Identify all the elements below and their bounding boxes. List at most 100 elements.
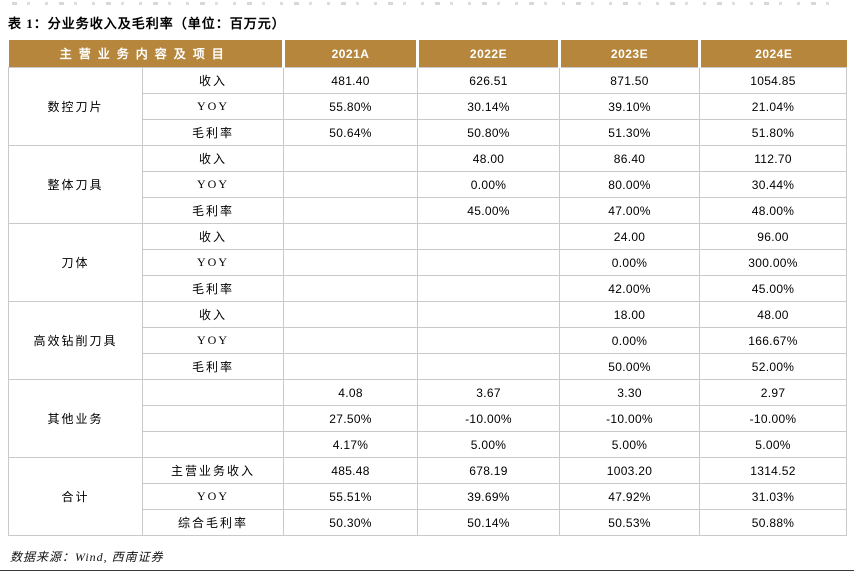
header-business-items: 主营业务内容及项目	[8, 40, 284, 68]
value-cell: 50.00%	[559, 353, 701, 380]
table-row: YOY 0.00% 80.00% 30.44%	[9, 171, 848, 198]
value-cell: 51.80%	[699, 119, 848, 146]
row-label-cell: 主营业务收入	[141, 457, 285, 484]
row-label-cell: 收入	[141, 145, 285, 172]
value-cell: 42.00%	[559, 275, 701, 302]
group-name-cell: 刀体	[8, 223, 143, 302]
value-cell	[417, 275, 561, 302]
value-cell	[283, 249, 419, 276]
cropped-text-artifact	[12, 2, 838, 5]
table-title: 表 1：分业务收入及毛利率（单位：百万元）	[8, 16, 286, 31]
value-cell	[417, 249, 561, 276]
row-label-cell	[141, 405, 285, 432]
value-cell: 47.00%	[559, 197, 701, 224]
value-cell	[283, 197, 419, 224]
group-name-cell: 整体刀具	[8, 145, 143, 224]
value-cell: 485.48	[283, 457, 419, 484]
value-cell	[417, 223, 561, 250]
header-year-2023e: 2023E	[558, 40, 700, 68]
value-cell: 45.00%	[699, 275, 848, 302]
value-cell: 5.00%	[559, 431, 701, 458]
row-label-cell: YOY	[141, 93, 285, 120]
value-cell	[417, 327, 561, 354]
table-row: 27.50% -10.00% -10.00% -10.00%	[9, 405, 848, 432]
value-cell: 47.92%	[559, 483, 701, 510]
row-label-cell: 综合毛利率	[141, 509, 285, 536]
value-cell: 626.51	[417, 67, 561, 94]
value-cell: -10.00%	[559, 405, 701, 432]
value-cell	[283, 223, 419, 250]
value-cell: 39.69%	[417, 483, 561, 510]
group-name-cell: 其他业务	[8, 379, 143, 458]
value-cell: 21.04%	[699, 93, 848, 120]
value-cell: 1003.20	[559, 457, 701, 484]
table-row: 整体刀具 收入 48.00 86.40 112.70	[8, 145, 848, 224]
value-cell: 5.00%	[417, 431, 561, 458]
row-label-cell: 毛利率	[141, 353, 285, 380]
value-cell: 871.50	[559, 67, 701, 94]
value-cell: 300.00%	[699, 249, 848, 276]
table-row: 其他业务 4.08 3.67 3.30 2.97	[8, 379, 848, 458]
value-cell	[283, 353, 419, 380]
group-name-cell: 高效钻削刀具	[8, 301, 143, 380]
table-row: YOY 0.00% 300.00%	[9, 249, 848, 276]
bottom-divider	[0, 570, 854, 571]
table-header-row: 主营业务内容及项目 2021A 2022E 2023E 2024E	[8, 40, 847, 68]
table-row: 刀体 收入 24.00 96.00	[8, 223, 848, 302]
value-cell	[283, 301, 419, 328]
value-cell: 3.30	[559, 379, 701, 406]
value-cell	[283, 327, 419, 354]
value-cell	[283, 275, 419, 302]
value-cell: 55.51%	[283, 483, 419, 510]
value-cell: -10.00%	[699, 405, 848, 432]
value-cell: 52.00%	[699, 353, 848, 380]
value-cell: 0.00%	[559, 327, 701, 354]
value-cell: 27.50%	[283, 405, 419, 432]
value-cell: 31.03%	[699, 483, 848, 510]
value-cell: 48.00%	[699, 197, 848, 224]
row-label-cell: 收入	[141, 301, 285, 328]
group-name-cell: 数控刀片	[8, 67, 143, 146]
value-cell: 0.00%	[417, 171, 561, 198]
value-cell: 80.00%	[559, 171, 701, 198]
header-year-2022e: 2022E	[416, 40, 560, 68]
row-label-cell: 毛利率	[141, 197, 285, 224]
business-revenue-table: 主营业务内容及项目 2021A 2022E 2023E 2024E 数控刀片 收入…	[8, 40, 848, 536]
value-cell: 96.00	[699, 223, 848, 250]
data-source: 数据来源：Wind, 西南证券	[10, 550, 164, 564]
value-cell: -10.00%	[417, 405, 561, 432]
value-cell: 55.80%	[283, 93, 419, 120]
value-cell: 2.97	[699, 379, 848, 406]
value-cell: 30.44%	[699, 171, 848, 198]
value-cell: 86.40	[559, 145, 701, 172]
row-label-cell: YOY	[141, 327, 285, 354]
value-cell: 50.64%	[283, 119, 419, 146]
table-row: 综合毛利率 50.30% 50.14% 50.53% 50.88%	[9, 509, 848, 536]
value-cell: 1314.52	[699, 457, 848, 484]
table-row: 毛利率 45.00% 47.00% 48.00%	[9, 197, 848, 224]
value-cell: 166.67%	[699, 327, 848, 354]
table-row: 数控刀片 收入 481.40 626.51 871.50 1054.85	[8, 67, 848, 146]
value-cell: 1054.85	[699, 67, 848, 94]
value-cell: 18.00	[559, 301, 701, 328]
value-cell: 39.10%	[559, 93, 701, 120]
value-cell: 0.00%	[559, 249, 701, 276]
group-name-cell: 合计	[8, 457, 143, 536]
value-cell: 5.00%	[699, 431, 848, 458]
table-body: 数控刀片 收入 481.40 626.51 871.50 1054.85 YOY 55.80%…	[8, 67, 848, 536]
value-cell: 24.00	[559, 223, 701, 250]
table-row: YOY 55.80% 30.14% 39.10% 21.04%	[9, 93, 848, 120]
value-cell	[283, 171, 419, 198]
value-cell: 481.40	[283, 67, 419, 94]
value-cell: 4.08	[283, 379, 419, 406]
value-cell: 3.67	[417, 379, 561, 406]
value-cell: 50.30%	[283, 509, 419, 536]
row-label-cell	[141, 431, 285, 458]
value-cell: 4.17%	[283, 431, 419, 458]
value-cell: 50.53%	[559, 509, 701, 536]
table-row: 合计 主营业务收入 485.48 678.19 1003.20 1314.52	[8, 457, 848, 536]
value-cell: 678.19	[417, 457, 561, 484]
table-row: 高效钻削刀具 收入 18.00 48.00	[8, 301, 848, 380]
table-row: 4.17% 5.00% 5.00% 5.00%	[9, 431, 848, 458]
row-label-cell: YOY	[141, 483, 285, 510]
